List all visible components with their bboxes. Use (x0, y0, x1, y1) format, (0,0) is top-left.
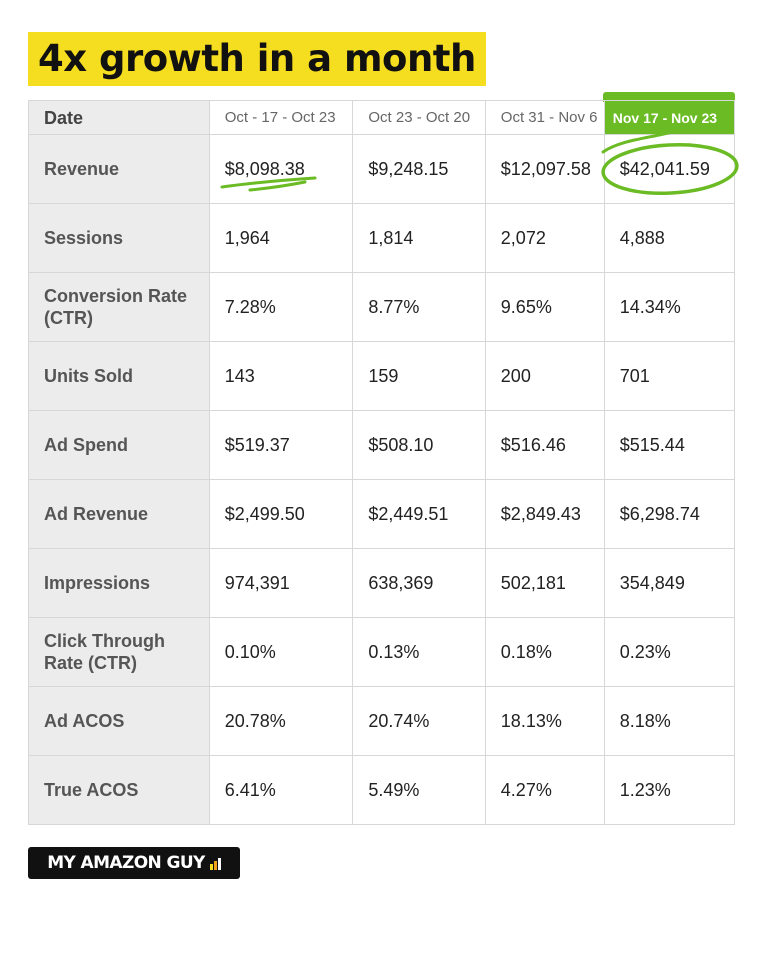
table-cell: 20.74% (352, 686, 486, 756)
table-cell: 1,964 (208, 203, 354, 273)
table-cell: $9,248.15 (352, 134, 486, 204)
table-cell: 200 (484, 341, 605, 411)
table-cell: 354,849 (603, 548, 736, 618)
row-label: True ACOS (28, 755, 210, 825)
table-cell: $519.37 (208, 410, 354, 480)
table-row: Revenue $8,098.38 $9,248.15 $12,097.58 $42,0… (28, 134, 736, 204)
row-label: Sessions (28, 203, 210, 273)
table-cell: 6.41% (208, 755, 354, 825)
table-cell: 701 (603, 341, 736, 411)
row-label: Impressions (28, 548, 210, 618)
table-cell: 4,888 (603, 203, 736, 273)
table-cell: 638,369 (352, 548, 486, 618)
table-cell: $516.46 (484, 410, 605, 480)
row-label: Revenue (28, 134, 210, 204)
table-cell: 0.10% (208, 617, 354, 687)
table-row: True ACOS 6.41% 5.49% 4.27% 1.23% (28, 755, 736, 825)
table-row: Click Through Rate (CTR) 0.10% 0.13% 0.18% 0… (28, 617, 736, 687)
table-row: Units Sold 143 159 200 701 (28, 341, 736, 411)
table-cell: $508.10 (352, 410, 486, 480)
table-cell: 7.28% (208, 272, 354, 342)
header-label: Date (28, 100, 210, 135)
column-header: Oct 23 - Oct 20 (352, 100, 486, 135)
table-cell: 2,072 (484, 203, 605, 273)
table-cell: $42,041.59 (603, 134, 736, 204)
table-row: Sessions 1,964 1,814 2,072 4,888 (28, 203, 736, 273)
row-label: Units Sold (28, 341, 210, 411)
table-cell: 143 (208, 341, 354, 411)
table-cell: 0.23% (603, 617, 736, 687)
table-cell: $2,849.43 (484, 479, 605, 549)
table-cell: 1.23% (603, 755, 736, 825)
table-cell: $12,097.58 (484, 134, 605, 204)
table-cell: 974,391 (208, 548, 354, 618)
table-cell: 20.78% (208, 686, 354, 756)
title-highlight: 4x growth in a month (28, 32, 486, 86)
row-label: Ad Spend (28, 410, 210, 480)
table-cell: 4.27% (484, 755, 605, 825)
table-row: Conversion Rate (CTR) 7.28% 8.77% 9.65% 14.3… (28, 272, 736, 342)
growth-table: Date Oct - 17 - Oct 23 Oct 23 - Oct 20 O… (28, 100, 736, 825)
table-cell: 502,181 (484, 548, 605, 618)
highlight-column-tab (603, 92, 735, 102)
table-cell: 5.49% (352, 755, 486, 825)
row-label: Click Through Rate (CTR) (28, 617, 210, 687)
table-cell: 8.18% (603, 686, 736, 756)
logo-text: MY AMAZON GUY (47, 853, 205, 873)
table-cell: 1,814 (352, 203, 486, 273)
table-row: Ad Revenue $2,499.50 $2,449.51 $2,849.43 $6,… (28, 479, 736, 549)
table-cell: 0.18% (484, 617, 605, 687)
header-row: Date Oct - 17 - Oct 23 Oct 23 - Oct 20 O… (28, 100, 736, 135)
table-cell: 14.34% (603, 272, 736, 342)
bar-chart-icon (209, 856, 221, 870)
table-cell: $2,499.50 (208, 479, 354, 549)
table-cell: $515.44 (603, 410, 736, 480)
row-label: Ad ACOS (28, 686, 210, 756)
page-title: 4x growth in a month (38, 36, 476, 80)
row-label: Ad Revenue (28, 479, 210, 549)
table-cell: 18.13% (484, 686, 605, 756)
row-label: Conversion Rate (CTR) (28, 272, 210, 342)
table-row: Ad ACOS 20.78% 20.74% 18.13% 8.18% (28, 686, 736, 756)
column-header: Oct - 17 - Oct 23 (208, 100, 354, 135)
table-cell: 0.13% (352, 617, 486, 687)
table-cell: 9.65% (484, 272, 605, 342)
table-cell: $6,298.74 (603, 479, 736, 549)
table-cell: 159 (352, 341, 486, 411)
table-cell: 8.77% (352, 272, 486, 342)
column-header: Oct 31 - Nov 6 (484, 100, 605, 135)
table-cell: $2,449.51 (352, 479, 486, 549)
table-row: Ad Spend $519.37 $508.10 $516.46 $515.44 (28, 410, 736, 480)
table-cell: $8,098.38 (208, 134, 354, 204)
brand-logo: MY AMAZON GUY (28, 847, 240, 879)
column-header-highlighted: Nov 17 - Nov 23 (603, 100, 736, 135)
table-row: Impressions 974,391 638,369 502,181 354,849 (28, 548, 736, 618)
